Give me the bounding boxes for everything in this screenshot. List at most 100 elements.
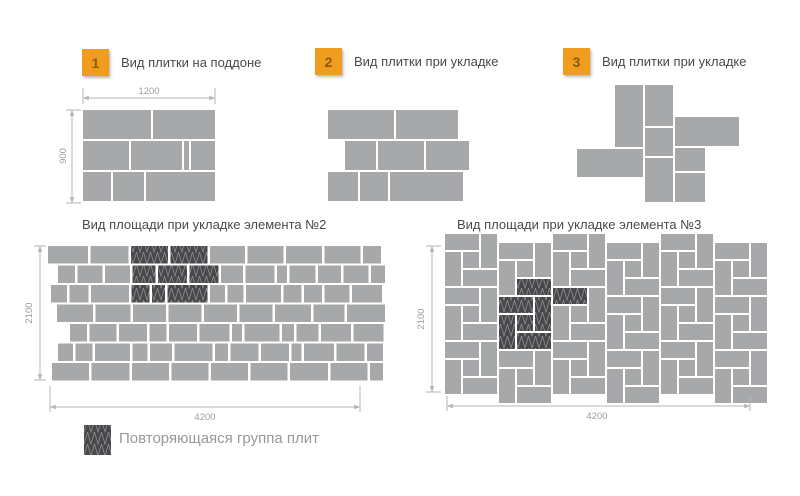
paver-tile bbox=[553, 252, 569, 286]
step-number-badge: 1 bbox=[82, 49, 109, 76]
paver-tile bbox=[733, 387, 767, 403]
paver-tile bbox=[675, 117, 739, 146]
paver-tile bbox=[697, 234, 713, 268]
paver-tile bbox=[733, 333, 767, 349]
repeat-group-tile bbox=[167, 285, 208, 303]
paver-tile bbox=[58, 343, 73, 361]
paver-tile bbox=[553, 306, 569, 340]
paver-tile bbox=[499, 243, 533, 259]
paver-tile bbox=[396, 110, 458, 139]
paver-tile bbox=[313, 304, 345, 322]
paver-tile bbox=[149, 324, 167, 342]
paver-tile bbox=[463, 378, 497, 394]
paver-tile bbox=[445, 360, 461, 394]
paver-tile bbox=[324, 246, 361, 264]
paver-tile bbox=[697, 342, 713, 376]
paver-tile bbox=[174, 343, 213, 361]
paver-tile bbox=[643, 297, 659, 331]
paver-tile bbox=[119, 324, 147, 342]
paver-tile bbox=[328, 110, 394, 139]
paver-tile bbox=[330, 363, 368, 381]
paver-tile bbox=[247, 246, 284, 264]
paver-tile bbox=[89, 324, 117, 342]
repeat-group-tile bbox=[517, 333, 551, 349]
paver-tile bbox=[90, 246, 129, 264]
paver-tile bbox=[499, 351, 533, 367]
paver-tile bbox=[517, 387, 551, 403]
paver-tile bbox=[481, 234, 497, 268]
paver-tile bbox=[261, 343, 289, 361]
paver-tile bbox=[343, 265, 369, 283]
paver-tile bbox=[643, 243, 659, 277]
dim-label-area2-width: 4200 bbox=[194, 412, 215, 423]
paver-tile bbox=[75, 343, 93, 361]
paver-tile bbox=[347, 304, 385, 322]
paver-tile bbox=[645, 158, 673, 202]
paver-tile bbox=[286, 246, 322, 264]
paver-tile bbox=[553, 342, 587, 358]
paver-tile bbox=[353, 324, 384, 342]
paver-tile bbox=[751, 297, 767, 331]
area-element3-diagram bbox=[445, 234, 767, 403]
paver-tile bbox=[291, 343, 302, 361]
repeat-group-tile bbox=[499, 315, 515, 349]
paver-tile bbox=[204, 304, 237, 322]
dim-label-area3-height: 2100 bbox=[416, 308, 427, 329]
paver-tile bbox=[661, 252, 677, 286]
paver-tile bbox=[625, 369, 641, 385]
paver-tile bbox=[324, 285, 350, 303]
paver-tile bbox=[625, 315, 641, 331]
paver-tile bbox=[282, 324, 294, 342]
dim-label-pallet-width: 1200 bbox=[138, 86, 159, 97]
paver-tile bbox=[517, 369, 533, 385]
repeat-group-tile bbox=[152, 285, 165, 303]
area3-dimensions: 2100 4200 bbox=[416, 245, 751, 422]
paver-tile bbox=[69, 285, 89, 303]
step-header-2: 2 Вид плитки при укладке bbox=[315, 48, 498, 75]
paver-tile bbox=[132, 363, 169, 381]
paver-tile bbox=[211, 363, 248, 381]
paver-tile bbox=[321, 324, 351, 342]
paver-tile bbox=[51, 285, 67, 303]
paver-tile bbox=[184, 141, 189, 170]
paver-tile bbox=[625, 279, 659, 295]
paver-tile bbox=[370, 363, 383, 381]
step-header-3: 3 Вид плитки при укладке bbox=[563, 48, 746, 75]
paver-tile bbox=[645, 128, 673, 156]
step-header-label: Вид плитки при укладке bbox=[354, 54, 499, 69]
paver-tile bbox=[715, 351, 749, 367]
paver-tile bbox=[77, 265, 103, 283]
paver-tile bbox=[661, 360, 677, 394]
paver-tile bbox=[607, 261, 623, 295]
paver-tile bbox=[191, 141, 215, 170]
paver-tile bbox=[352, 285, 382, 303]
paver-tile bbox=[715, 297, 749, 313]
paver-tile bbox=[239, 304, 273, 322]
step-number-badge: 2 bbox=[315, 48, 342, 75]
paver-tile bbox=[290, 363, 328, 381]
paver-tile bbox=[733, 261, 749, 277]
paver-tile bbox=[91, 285, 129, 303]
paver-tile bbox=[245, 265, 275, 283]
paver-tile bbox=[48, 246, 88, 264]
paver-tile bbox=[571, 324, 605, 340]
paver-tile bbox=[463, 324, 497, 340]
paver-tile bbox=[57, 304, 93, 322]
paver-tile bbox=[589, 288, 605, 322]
paver-tile bbox=[535, 243, 551, 277]
paver-tile bbox=[210, 285, 225, 303]
paver-tile bbox=[70, 324, 87, 342]
paver-tile bbox=[275, 304, 311, 322]
paver-tile bbox=[751, 351, 767, 385]
paver-tile bbox=[58, 265, 75, 283]
paver-tile bbox=[589, 342, 605, 376]
pallet-tiles-diagram bbox=[83, 110, 215, 201]
paver-tile bbox=[328, 172, 358, 201]
paver-tile bbox=[517, 261, 533, 277]
repeat-group-tile bbox=[553, 288, 587, 304]
paver-tile bbox=[131, 141, 182, 170]
dim-label-area3-width: 4200 bbox=[586, 411, 607, 422]
paver-tile bbox=[679, 378, 713, 394]
paver-tile bbox=[227, 285, 244, 303]
